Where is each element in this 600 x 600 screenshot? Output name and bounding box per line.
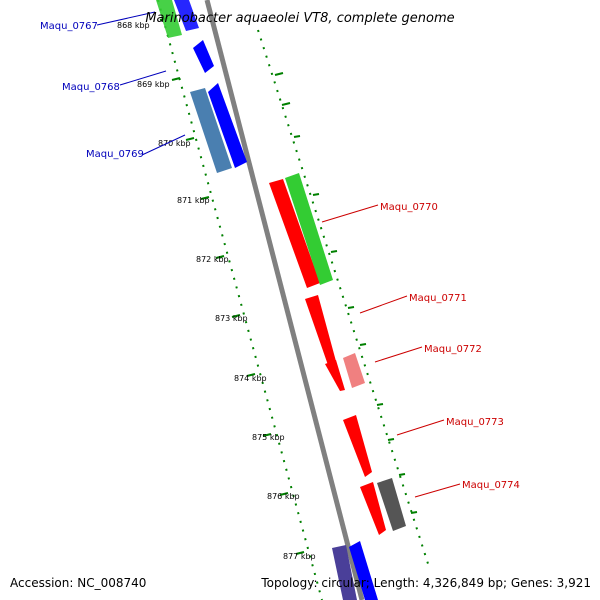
tick-label-870: 870 kbp — [158, 139, 191, 148]
tick-label-875: 875 kbp — [252, 433, 285, 442]
feature-steelblue-0769[interactable] — [190, 88, 232, 173]
feature-green-0770[interactable] — [285, 173, 333, 285]
tick-label-868: 868 kbp — [117, 21, 150, 30]
reverse-strand-features — [269, 173, 406, 535]
tick-label-873: 873 kbp — [215, 314, 248, 323]
feature-green-top[interactable] — [156, 0, 182, 38]
feature-gray-0774[interactable] — [377, 478, 406, 531]
tick-label-872: 872 kbp — [196, 255, 229, 264]
feature-blue-0768[interactable] — [193, 40, 214, 73]
feature-red-0774[interactable] — [360, 482, 386, 535]
gene-label-maqu-0770[interactable]: Maqu_0770 — [380, 202, 438, 213]
feature-blue-bottom[interactable] — [349, 541, 378, 600]
forward-strand-features — [156, 0, 378, 600]
feature-blue-0769[interactable] — [208, 83, 247, 168]
tick-label-869: 869 kbp — [137, 80, 170, 89]
feature-pink-0772[interactable] — [343, 353, 365, 388]
feature-red-0771[interactable] — [305, 295, 337, 368]
tick-labels: 868 kbp 869 kbp 870 kbp 871 kbp 872 kbp … — [117, 21, 316, 561]
feature-red-0770[interactable] — [269, 179, 320, 288]
feature-red-0772[interactable] — [325, 360, 345, 391]
tick-marks-left — [159, 17, 305, 555]
label-leaders — [96, 11, 461, 498]
gene-label-maqu-0771[interactable]: Maqu_0771 — [409, 293, 467, 304]
feature-blue-top[interactable] — [174, 0, 199, 31]
tick-label-871: 871 kbp — [177, 196, 210, 205]
gene-label-maqu-0767[interactable]: Maqu_0767 — [40, 21, 98, 32]
genome-summary-text: Topology: circular; Length: 4,326,849 bp… — [260, 576, 591, 590]
gene-label-maqu-0772[interactable]: Maqu_0772 — [424, 344, 482, 355]
tick-marks-right — [274, 72, 418, 514]
tick-label-876: 876 kbp — [267, 492, 300, 501]
tick-rail-left — [157, 0, 323, 600]
feature-red-0773[interactable] — [343, 415, 372, 477]
feature-purple-bottom[interactable] — [332, 545, 357, 600]
gene-label-maqu-0774[interactable]: Maqu_0774 — [462, 480, 520, 491]
genome-backbone — [204, 0, 365, 600]
gene-label-maqu-0768[interactable]: Maqu_0768 — [62, 82, 120, 93]
gene-label-maqu-0773[interactable]: Maqu_0773 — [446, 417, 504, 428]
tick-label-874: 874 kbp — [234, 374, 267, 383]
gene-label-maqu-0769[interactable]: Maqu_0769 — [86, 149, 144, 160]
tick-label-877: 877 kbp — [283, 552, 316, 561]
map-title: Marinobacter aquaeolei VT8, complete gen… — [145, 11, 454, 26]
accession-text: Accession: NC_008740 — [10, 576, 146, 590]
gene-labels: Maqu_0767 Maqu_0768 Maqu_0769 Maqu_0770 … — [40, 21, 520, 491]
